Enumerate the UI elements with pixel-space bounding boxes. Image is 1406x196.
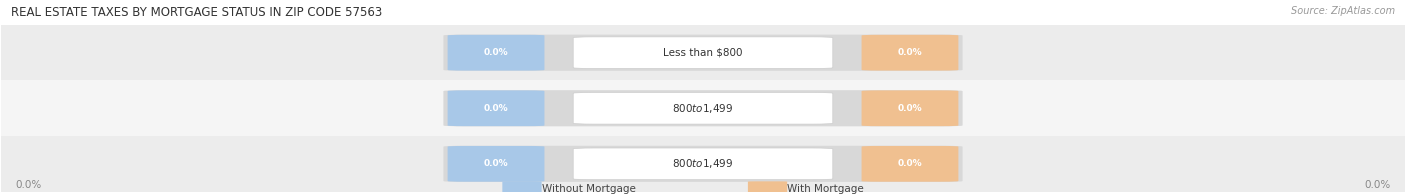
FancyBboxPatch shape	[574, 93, 832, 124]
FancyBboxPatch shape	[574, 148, 832, 180]
Text: 0.0%: 0.0%	[897, 159, 922, 168]
FancyBboxPatch shape	[447, 146, 544, 182]
FancyBboxPatch shape	[862, 35, 959, 71]
Text: 0.0%: 0.0%	[1364, 180, 1391, 190]
Text: 0.0%: 0.0%	[897, 104, 922, 113]
Text: Without Mortgage: Without Mortgage	[541, 184, 636, 194]
Text: $800 to $1,499: $800 to $1,499	[672, 102, 734, 115]
Text: Source: ZipAtlas.com: Source: ZipAtlas.com	[1291, 6, 1395, 16]
Bar	[1, 81, 1405, 136]
Text: REAL ESTATE TAXES BY MORTGAGE STATUS IN ZIP CODE 57563: REAL ESTATE TAXES BY MORTGAGE STATUS IN …	[11, 6, 382, 19]
Bar	[1, 136, 1405, 192]
Text: $800 to $1,499: $800 to $1,499	[672, 157, 734, 170]
FancyBboxPatch shape	[443, 90, 963, 126]
Text: With Mortgage: With Mortgage	[787, 184, 863, 194]
Text: 0.0%: 0.0%	[897, 48, 922, 57]
FancyBboxPatch shape	[443, 35, 963, 71]
Bar	[1, 25, 1405, 81]
FancyBboxPatch shape	[447, 35, 544, 71]
Text: 0.0%: 0.0%	[484, 159, 509, 168]
FancyBboxPatch shape	[502, 181, 541, 196]
FancyBboxPatch shape	[862, 146, 959, 182]
FancyBboxPatch shape	[574, 37, 832, 69]
FancyBboxPatch shape	[447, 90, 544, 126]
Text: 0.0%: 0.0%	[484, 104, 509, 113]
Text: 0.0%: 0.0%	[484, 48, 509, 57]
FancyBboxPatch shape	[748, 181, 787, 196]
FancyBboxPatch shape	[443, 146, 963, 182]
Text: 0.0%: 0.0%	[15, 180, 42, 190]
FancyBboxPatch shape	[862, 90, 959, 126]
Text: Less than $800: Less than $800	[664, 48, 742, 58]
